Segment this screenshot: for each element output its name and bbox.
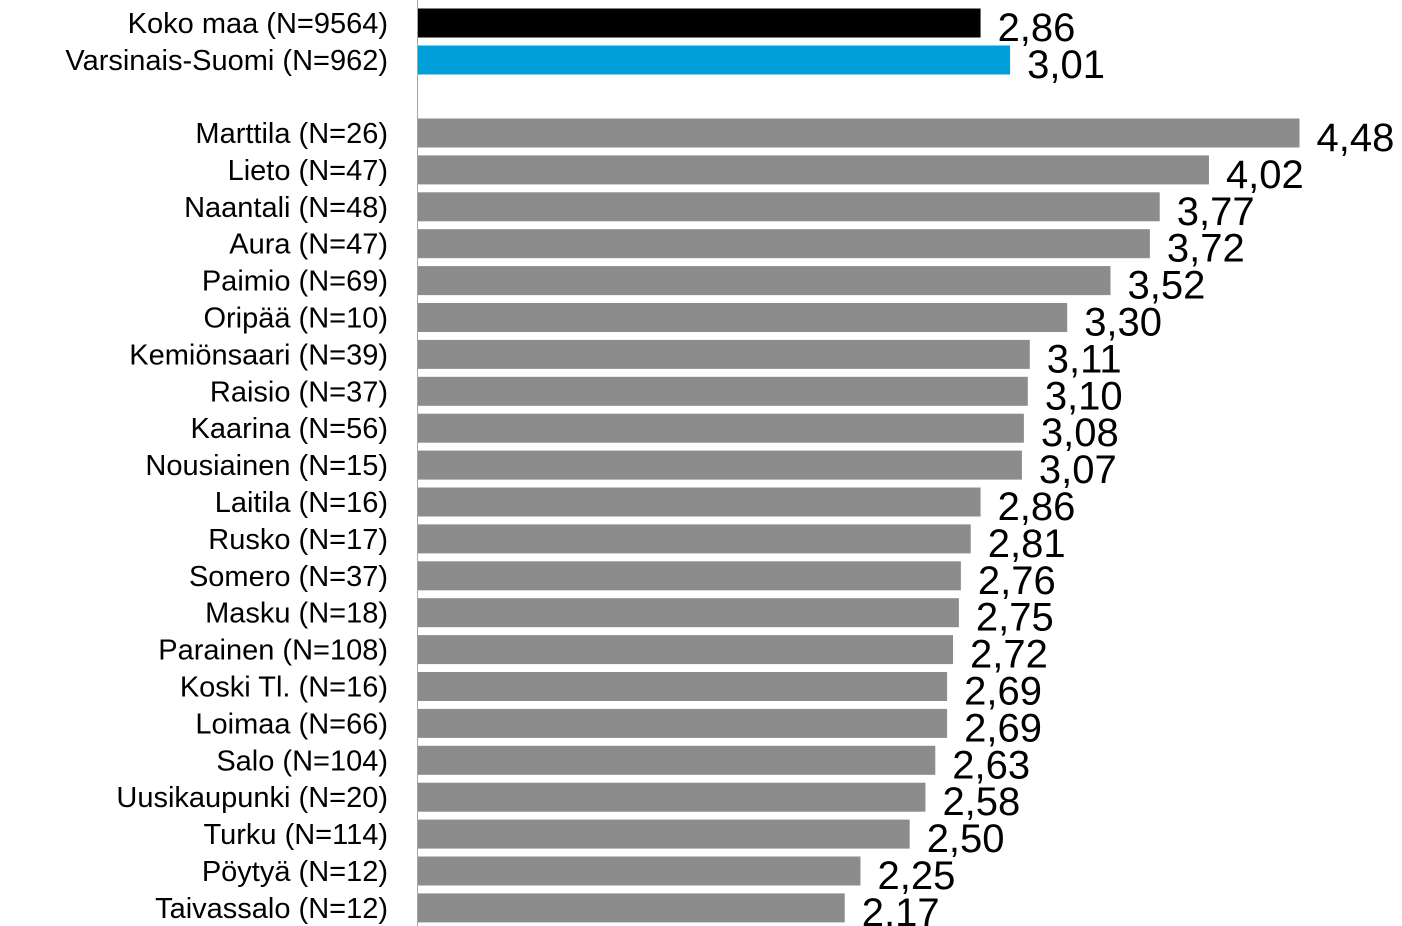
bar-1 bbox=[417, 45, 1011, 75]
value-label: 2,50 bbox=[927, 817, 1005, 861]
value-label: 3,01 bbox=[1027, 43, 1105, 87]
bar-23 bbox=[417, 893, 845, 923]
bars-group bbox=[417, 8, 1300, 923]
value-label: 2,81 bbox=[988, 522, 1066, 566]
value-label: 3,08 bbox=[1041, 411, 1119, 455]
value-label: 2,25 bbox=[877, 854, 955, 898]
category-label: Varsinais-Suomi (N=962) bbox=[65, 45, 388, 77]
bar-4 bbox=[417, 192, 1160, 222]
value-label: 2,75 bbox=[976, 596, 1054, 640]
category-label: Koski Tl. (N=16) bbox=[180, 672, 388, 704]
value-label: 3,30 bbox=[1084, 301, 1162, 345]
category-label: Oripää (N=10) bbox=[203, 303, 388, 335]
category-labels-group: Koko maa (N=9564) Varsinais-Suomi (N=962)… bbox=[65, 8, 388, 925]
value-label: 2,69 bbox=[964, 706, 1042, 750]
bar-11 bbox=[417, 450, 1022, 480]
value-label: 2,63 bbox=[952, 743, 1030, 787]
category-label: Kaarina (N=56) bbox=[191, 413, 388, 445]
bar-5 bbox=[417, 229, 1150, 259]
category-label: Nousiainen (N=15) bbox=[145, 450, 388, 482]
bar-14 bbox=[417, 561, 961, 591]
category-label: Naantali (N=48) bbox=[184, 192, 388, 224]
bar-8 bbox=[417, 339, 1030, 369]
bar-3 bbox=[417, 155, 1209, 185]
value-label: 3,77 bbox=[1177, 190, 1255, 234]
bar-9 bbox=[417, 376, 1028, 406]
category-label: Pöytyä (N=12) bbox=[202, 856, 388, 888]
category-label: Somero (N=37) bbox=[189, 561, 388, 593]
category-label: Laitila (N=16) bbox=[215, 487, 388, 519]
bar-13 bbox=[417, 524, 971, 554]
category-label: Taivassalo (N=12) bbox=[155, 893, 388, 925]
category-label: Paimio (N=69) bbox=[202, 266, 388, 298]
category-label: Aura (N=47) bbox=[229, 229, 388, 261]
value-labels-group: 2,863,014,484,023,773,723,523,303,113,10… bbox=[862, 6, 1395, 926]
bar-16 bbox=[417, 635, 953, 665]
bar-12 bbox=[417, 487, 981, 517]
bar-22 bbox=[417, 856, 861, 886]
category-label: Masku (N=18) bbox=[205, 598, 388, 630]
bar-2 bbox=[417, 118, 1300, 148]
bar-7 bbox=[417, 303, 1068, 332]
category-label: Turku (N=114) bbox=[203, 819, 388, 851]
value-label: 2,86 bbox=[998, 6, 1076, 50]
value-label: 2,58 bbox=[942, 780, 1020, 824]
bar-15 bbox=[417, 598, 959, 628]
value-label: 2,17 bbox=[862, 891, 940, 926]
category-label: Salo (N=104) bbox=[216, 745, 388, 777]
category-label: Koko maa (N=9564) bbox=[128, 8, 388, 40]
value-label: 3,10 bbox=[1045, 374, 1123, 418]
value-label: 2,69 bbox=[964, 670, 1042, 714]
value-label: 3,52 bbox=[1128, 264, 1206, 308]
value-label: 2,76 bbox=[978, 559, 1056, 603]
value-label: 3,11 bbox=[1047, 337, 1122, 381]
bar-20 bbox=[417, 782, 926, 812]
category-label: Raisio (N=37) bbox=[210, 376, 388, 408]
bar-0 bbox=[417, 8, 981, 38]
category-label: Loimaa (N=66) bbox=[195, 708, 388, 740]
bar-18 bbox=[417, 708, 948, 738]
value-label: 2,72 bbox=[970, 633, 1048, 677]
bar-10 bbox=[417, 413, 1024, 443]
category-label: Lieto (N=47) bbox=[228, 155, 388, 187]
value-label: 3,72 bbox=[1167, 227, 1245, 271]
category-label: Parainen (N=108) bbox=[158, 635, 388, 667]
bar-19 bbox=[417, 745, 936, 775]
bar-6 bbox=[417, 266, 1111, 296]
category-label: Uusikaupunki (N=20) bbox=[116, 782, 388, 814]
value-label: 4,02 bbox=[1226, 153, 1304, 197]
value-label: 2,86 bbox=[998, 485, 1076, 529]
category-label: Rusko (N=17) bbox=[208, 524, 388, 556]
bar-17 bbox=[417, 672, 948, 701]
value-label: 4,48 bbox=[1317, 116, 1395, 160]
category-label: Kemiönsaari (N=39) bbox=[129, 339, 388, 371]
bar-21 bbox=[417, 819, 910, 849]
category-label: Marttila (N=26) bbox=[195, 118, 388, 150]
value-label: 3,07 bbox=[1039, 448, 1117, 492]
